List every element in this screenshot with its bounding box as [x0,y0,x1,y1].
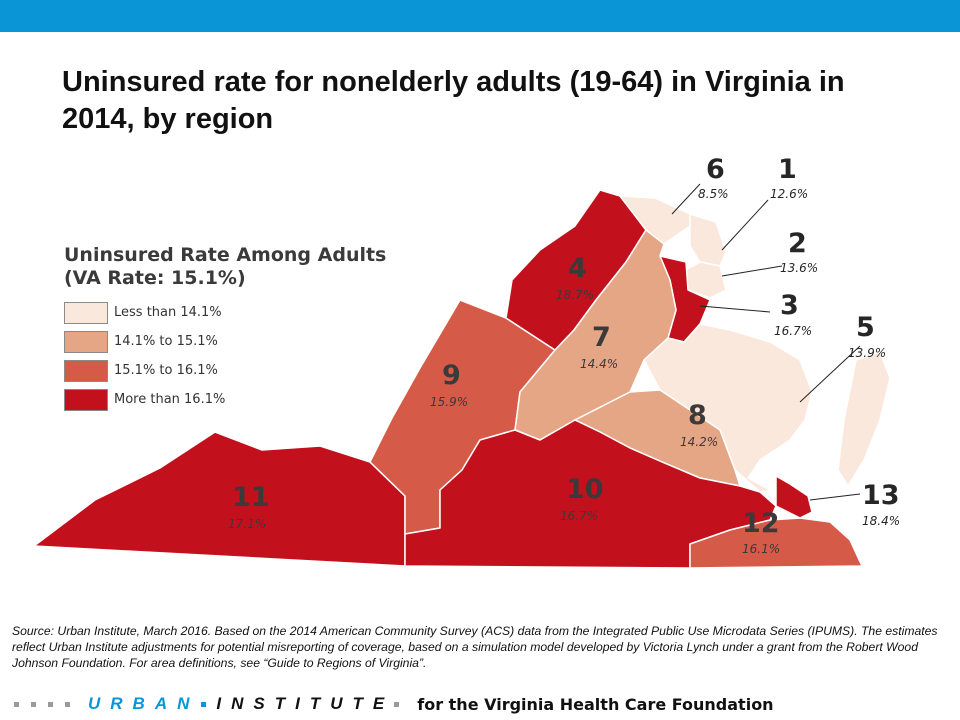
region-6-number: 6 [706,154,725,185]
leader-line-2 [721,265,783,277]
region-7-rate: 14.4% [580,357,619,371]
region-13-shape [775,475,813,519]
footer-brand: URBAN INSTITUTE for the Virginia Health … [14,691,774,717]
footer-dot [48,701,53,707]
region-1-number: 1 [778,154,797,185]
map-legend: Uninsured Rate Among Adults (VA Rate: 15… [64,244,386,414]
region-11-shape [33,431,406,567]
virginia-region-map [33,183,891,569]
legend-items: Less than 14.1% 14.1% to 15.1% 15.1% to … [64,298,386,414]
logo-urban: URBAN [88,694,200,713]
region-2-number: 2 [788,228,807,259]
footer-tagline: for the Virginia Health Care Foundation [417,694,774,714]
region-10-number: 10 [566,474,604,505]
legend-swatch-1 [64,330,108,353]
source-note: Source: Urban Institute, March 2016. Bas… [12,624,938,670]
legend-label: More than 16.1% [114,392,226,407]
page-title: Uninsured rate for nonelderly adults (19… [62,66,845,135]
leader-line-3 [699,305,771,313]
region-7-number: 7 [592,322,611,353]
legend-title-line2: (VA Rate: 15.1%) [64,267,246,289]
legend-item: More than 16.1% [64,385,386,414]
footer-dot [65,701,70,707]
region-8-number: 8 [688,400,707,431]
logo-separator [201,701,207,707]
region-1-shape [689,213,727,267]
region-5-number: 5 [856,312,875,343]
region-10-shape [404,419,777,569]
logo-institute: INSTITUTE [216,694,395,713]
region-4-number: 4 [568,253,587,284]
footer-dot [14,701,19,707]
region-5-rate: 13.9% [848,346,887,360]
region-10-rate: 16.7% [560,509,599,523]
region-2-rate: 13.6% [780,261,819,275]
leader-line-1 [721,199,769,251]
legend-item: Less than 14.1% [64,298,386,327]
legend-swatch-3 [64,388,108,411]
leader-line-5 [799,345,861,403]
region-6-rate: 8.5% [698,187,729,201]
leader-line-6 [671,183,701,215]
legend-item: 15.1% to 16.1% [64,356,386,385]
region-9-number: 9 [442,360,461,391]
region-4-rate: 18.7% [556,288,595,302]
legend-label: Less than 14.1% [114,305,222,320]
region-5-eastern-shore-shape [837,351,891,487]
legend-swatch-2 [64,359,108,382]
region-1-rate: 12.6% [770,187,809,201]
top-accent-bar [0,0,960,32]
region-13-rate: 18.4% [862,514,901,528]
legend-item: 14.1% to 15.1% [64,327,386,356]
region-12-rate: 16.1% [742,542,781,556]
region-11-number: 11 [232,482,270,513]
legend-swatch-0 [64,301,108,324]
logo-separator [394,701,400,707]
region-3-number: 3 [780,290,799,321]
region-12-shape [689,517,863,569]
legend-title: Uninsured Rate Among Adults (VA Rate: 15… [64,244,386,290]
region-8-rate: 14.2% [680,435,719,449]
region-9-rate: 15.9% [430,395,469,409]
leader-line-13 [809,493,861,501]
region-11-rate: 17.1% [228,517,267,531]
region-3-rate: 16.7% [774,324,813,338]
region-13-number: 13 [862,480,900,511]
legend-label: 15.1% to 16.1% [114,363,218,378]
legend-label: 14.1% to 15.1% [114,334,218,349]
footer-dot [31,701,36,707]
legend-title-line1: Uninsured Rate Among Adults [64,244,387,266]
region-12-number: 12 [742,508,780,539]
